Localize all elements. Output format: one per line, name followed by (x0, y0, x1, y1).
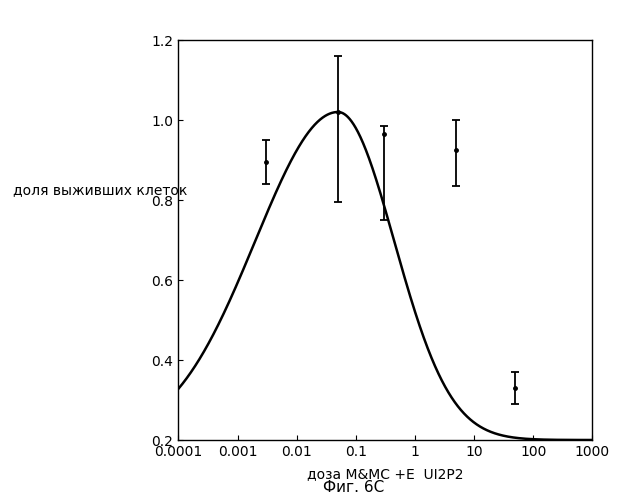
X-axis label: доза M&MC +E  UI2P2: доза M&MC +E UI2P2 (307, 467, 464, 481)
Text: Фиг. 6C: Фиг. 6C (323, 480, 384, 495)
Text: доля выживших клеток: доля выживших клеток (13, 183, 187, 197)
